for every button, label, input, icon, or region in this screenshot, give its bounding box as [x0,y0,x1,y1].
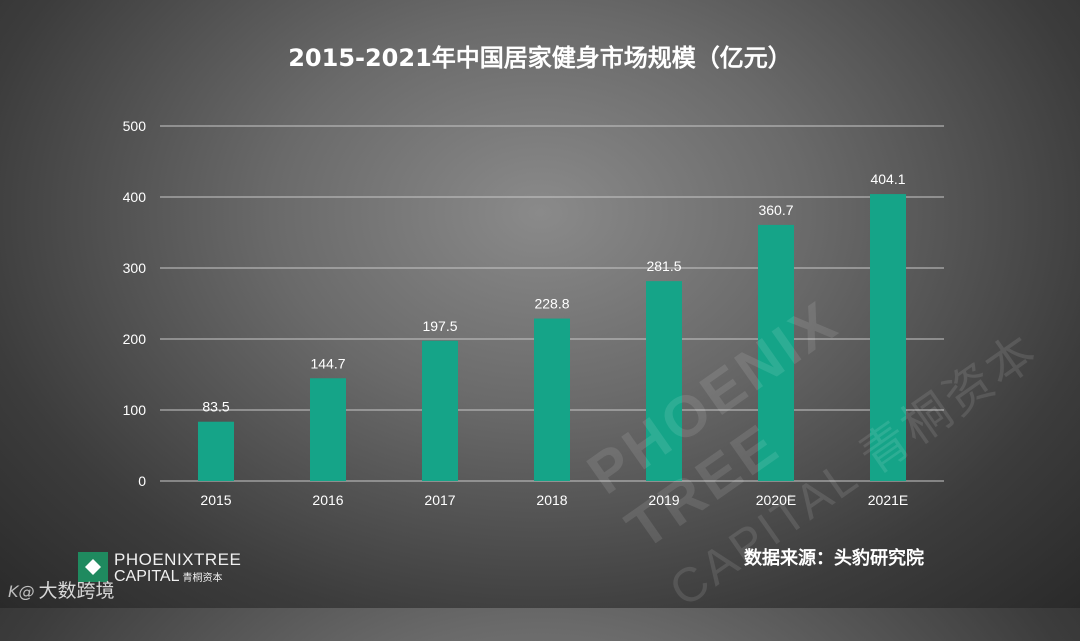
x-tick-label: 2020E [756,492,796,508]
bar-value-label: 83.5 [202,399,229,415]
y-tick-label: 0 [138,473,146,489]
bar [758,224,794,481]
phoenixtree-logo-icon [78,552,108,582]
bar [534,318,570,481]
x-tick-label: 2017 [424,492,455,508]
bar-value-label: 404.1 [870,171,905,187]
bar [198,421,234,481]
logo-text-line1: PHOENIXTREE [114,550,242,569]
x-tick-label: 2015 [200,492,231,508]
y-tick-label: 200 [123,331,147,347]
y-tick-label: 400 [123,189,147,205]
bar [646,281,682,481]
y-tick-label: 300 [123,260,147,276]
bar [422,340,458,481]
brand-watermark: K@ 大数跨境 [8,576,115,603]
bar-value-label: 228.8 [534,296,569,312]
x-tick-label: 2019 [648,492,679,508]
chart-title: 2015-2021年中国居家健身市场规模（亿元） [288,44,792,72]
y-tick-label: 100 [123,402,147,418]
x-tick-label: 2021E [868,492,908,508]
bar-chart: 0 100 200 300 400 500 83.5 2015 144.7 2016 197.5 20… [123,118,944,508]
logo-text-capital: CAPITAL [114,568,180,585]
y-tick-label: 500 [123,118,147,134]
x-tick-label: 2018 [536,492,567,508]
bar-value-label: 197.5 [422,318,457,334]
bar [870,194,906,482]
x-tick-label: 2016 [312,492,343,508]
bar [310,378,346,481]
logo-text-cn: 青桐资本 [182,573,223,584]
logo-text-line2: CAPITAL 青桐资本 [114,568,223,586]
brand-mark-icon: K@ [8,582,35,601]
bar-value-label: 281.5 [646,258,681,274]
bar-value-label: 360.7 [758,202,793,218]
data-source-note: 数据来源：头豹研究院 [744,548,924,569]
bar-value-label: 144.7 [310,355,345,371]
brand-text: 大数跨境 [38,580,115,602]
